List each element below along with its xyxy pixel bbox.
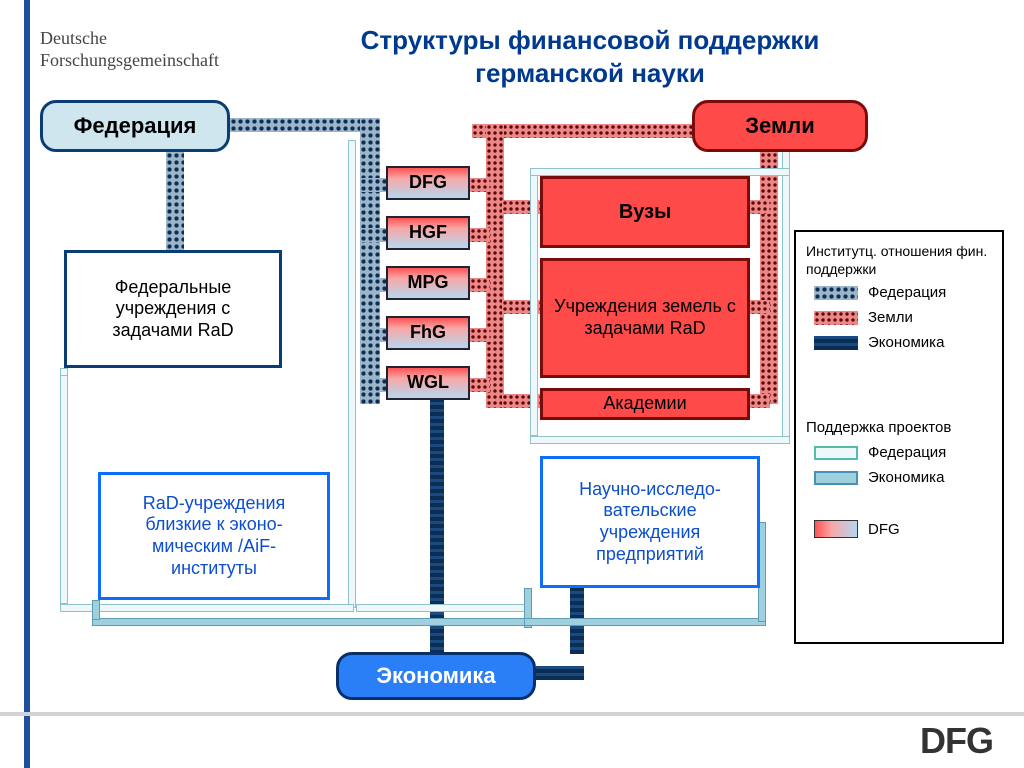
connector-econ xyxy=(536,666,584,680)
legend-swatch-fed xyxy=(814,286,858,300)
node-vuzy: Вузы xyxy=(540,176,750,248)
node-rad_near: RaD-учреждения близкие к эконо-мическим … xyxy=(98,472,330,600)
connector-proj_fed xyxy=(530,436,790,444)
legend-dfg-row: DFG xyxy=(814,520,992,538)
footer-rule xyxy=(0,712,1024,716)
legend-inst-title: Институтц. отношения фин. поддержки xyxy=(806,242,992,278)
connector-proj_fed xyxy=(60,368,68,376)
legend-swatch-econ xyxy=(814,336,858,350)
node-hgf: HGF xyxy=(386,216,470,250)
node-fed_inst: Федеральные учреждения с задачами RaD xyxy=(64,250,282,368)
connector-proj_econ xyxy=(92,600,100,620)
node-land_inst: Учреждения земель с задачами RaD xyxy=(540,258,750,378)
left-accent-bar xyxy=(24,0,30,768)
footer-logo: DFG xyxy=(920,720,993,762)
connector-proj_fed xyxy=(60,370,68,604)
connector-proj_fed xyxy=(356,604,532,612)
legend-inst-row: Экономика xyxy=(814,334,992,351)
legend-proj-title: Поддержка проектов xyxy=(806,419,992,436)
legend-swatch-proj xyxy=(814,471,858,485)
connector-land xyxy=(472,124,692,138)
node-federation: Федерация xyxy=(40,100,230,152)
connector-proj_fed xyxy=(530,168,790,176)
legend-swatch-land xyxy=(814,311,858,325)
connector-proj_fed xyxy=(782,148,790,444)
legend-label: Земли xyxy=(868,309,913,326)
connector-land xyxy=(470,278,490,292)
connector-fed xyxy=(360,378,386,392)
connector-fed xyxy=(360,328,386,342)
node-lands: Земли xyxy=(692,100,868,152)
legend-label: DFG xyxy=(868,521,900,538)
connector-land xyxy=(470,328,490,342)
legend-inst-row: Федерация xyxy=(814,284,992,301)
legend-box: Институтц. отношения фин. поддержки Федер… xyxy=(794,230,1004,644)
legend-swatch-dfg xyxy=(814,520,858,538)
legend-label: Экономика xyxy=(868,469,944,486)
legend-label: Федерация xyxy=(868,444,946,461)
connector-fed xyxy=(230,118,380,132)
connector-land xyxy=(470,178,490,192)
legend-spacer2 xyxy=(806,494,992,514)
node-wgl: WGL xyxy=(386,366,470,400)
connector-fed xyxy=(360,118,380,404)
connector-proj_fed xyxy=(530,168,538,436)
node-fhg: FhG xyxy=(386,316,470,350)
node-economy: Экономика xyxy=(336,652,536,700)
org-name: DeutscheForschungsgemeinschaft xyxy=(40,28,219,71)
connector-fed xyxy=(166,152,184,252)
legend-spacer xyxy=(806,359,992,411)
connector-fed xyxy=(360,178,386,192)
legend-proj-row: Федерация xyxy=(814,444,992,461)
connector-land xyxy=(486,124,504,408)
connector-land xyxy=(750,200,770,214)
node-academies: Академии xyxy=(540,388,750,420)
connector-proj_econ xyxy=(92,618,532,626)
node-dfg: DFG xyxy=(386,166,470,200)
connector-proj_fed xyxy=(348,140,356,608)
connector-land xyxy=(750,300,770,314)
connector-econ xyxy=(430,400,444,654)
legend-swatch-proj xyxy=(814,446,858,460)
connector-land xyxy=(760,152,778,404)
connector-fed xyxy=(360,278,386,292)
legend-label: Федерация xyxy=(868,284,946,301)
connector-land xyxy=(750,394,770,408)
connector-proj_econ xyxy=(524,618,766,626)
legend-proj-row: Экономика xyxy=(814,469,992,486)
diagram-canvas: DeutscheForschungsgemeinschaft Структуры … xyxy=(0,0,1024,768)
connector-land xyxy=(470,378,490,392)
connector-proj_fed xyxy=(60,604,354,612)
slide-title: Структуры финансовой поддержкигерманской… xyxy=(300,24,880,89)
node-mpg: MPG xyxy=(386,266,470,300)
legend-label: Экономика xyxy=(868,334,944,351)
connector-land xyxy=(470,228,490,242)
connector-fed xyxy=(360,228,386,242)
node-sci_corp: Научно-исследо-вательские учреждения пре… xyxy=(540,456,760,588)
legend-inst-row: Земли xyxy=(814,309,992,326)
